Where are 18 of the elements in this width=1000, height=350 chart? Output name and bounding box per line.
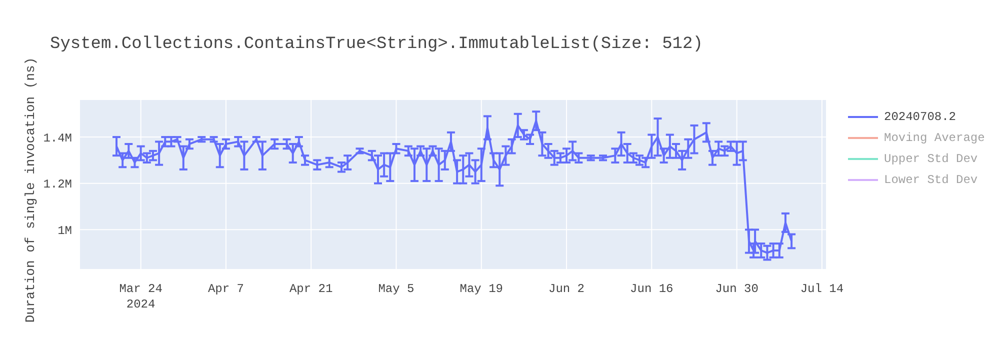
x-tick-label: Jun 2 (548, 282, 585, 296)
y-axis-title: Duration of single invocation (ns) (23, 57, 38, 323)
x-tick-label: May 5 (378, 282, 414, 296)
chart-title: System.Collections.ContainsTrue<String>.ImmutableList(Size: 512) (50, 35, 703, 54)
legend-label: Moving Average (884, 130, 985, 144)
legend-label: Upper Std Dev (884, 152, 978, 166)
x-tick-label: Jun 30 (715, 282, 758, 296)
x-tick-label: Mar 24 2024 (119, 282, 162, 312)
legend-label: 20240708.2 (884, 110, 956, 124)
x-tick-label: Jun 16 (630, 282, 674, 296)
x-tick-label: Apr 21 (289, 282, 333, 296)
x-tick-label: May 19 (460, 282, 503, 296)
x-tick-label: Jul 14 (800, 282, 844, 296)
y-tick-label: 1M (58, 224, 72, 238)
x-tick-label: Apr 7 (208, 282, 244, 296)
y-tick-label: 1.4M (43, 131, 72, 146)
y-tick-label: 1.2M (43, 178, 72, 192)
legend-label: Lower Std Dev (884, 172, 978, 186)
